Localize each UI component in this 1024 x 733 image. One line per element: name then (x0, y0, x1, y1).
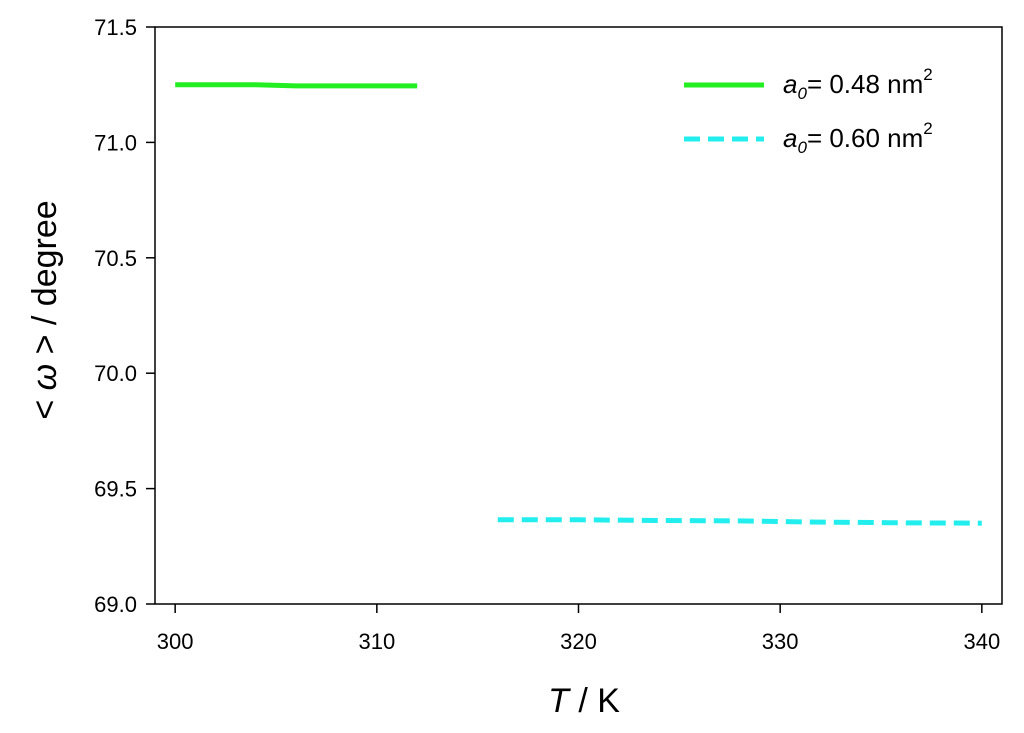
series-layer (175, 82, 982, 526)
x-axis-ticks: 300 310 320 330 340 (157, 604, 1000, 654)
y-tick-label: 70.0 (94, 361, 137, 386)
x-tick-label: 340 (963, 629, 1000, 654)
x-axis-title: T / K (548, 682, 620, 720)
y-tick-label: 71.5 (94, 15, 137, 40)
y-tick-label: 71.0 (94, 130, 137, 155)
x-tick-label: 320 (560, 629, 597, 654)
legend-label-series-2: a0= 0.60 nm2 (783, 119, 933, 157)
y-tick-label: 69.0 (94, 592, 137, 617)
y-tick-label: 70.5 (94, 246, 137, 271)
legend: a0= 0.48 nm2 a0= 0.60 nm2 (684, 65, 933, 157)
y-axis-ticks: 69.0 69.5 70.0 70.5 71.0 71.5 (94, 15, 155, 617)
y-axis-title: < ω > / degree (26, 200, 64, 419)
y-tick-label: 69.5 (94, 477, 137, 502)
x-tick-label: 330 (762, 629, 799, 654)
legend-label-series-1: a0= 0.48 nm2 (783, 65, 933, 103)
x-tick-label: 310 (358, 629, 395, 654)
series-line-1 (175, 82, 418, 89)
x-tick-label: 300 (157, 629, 194, 654)
series-line-2 (497, 517, 982, 526)
